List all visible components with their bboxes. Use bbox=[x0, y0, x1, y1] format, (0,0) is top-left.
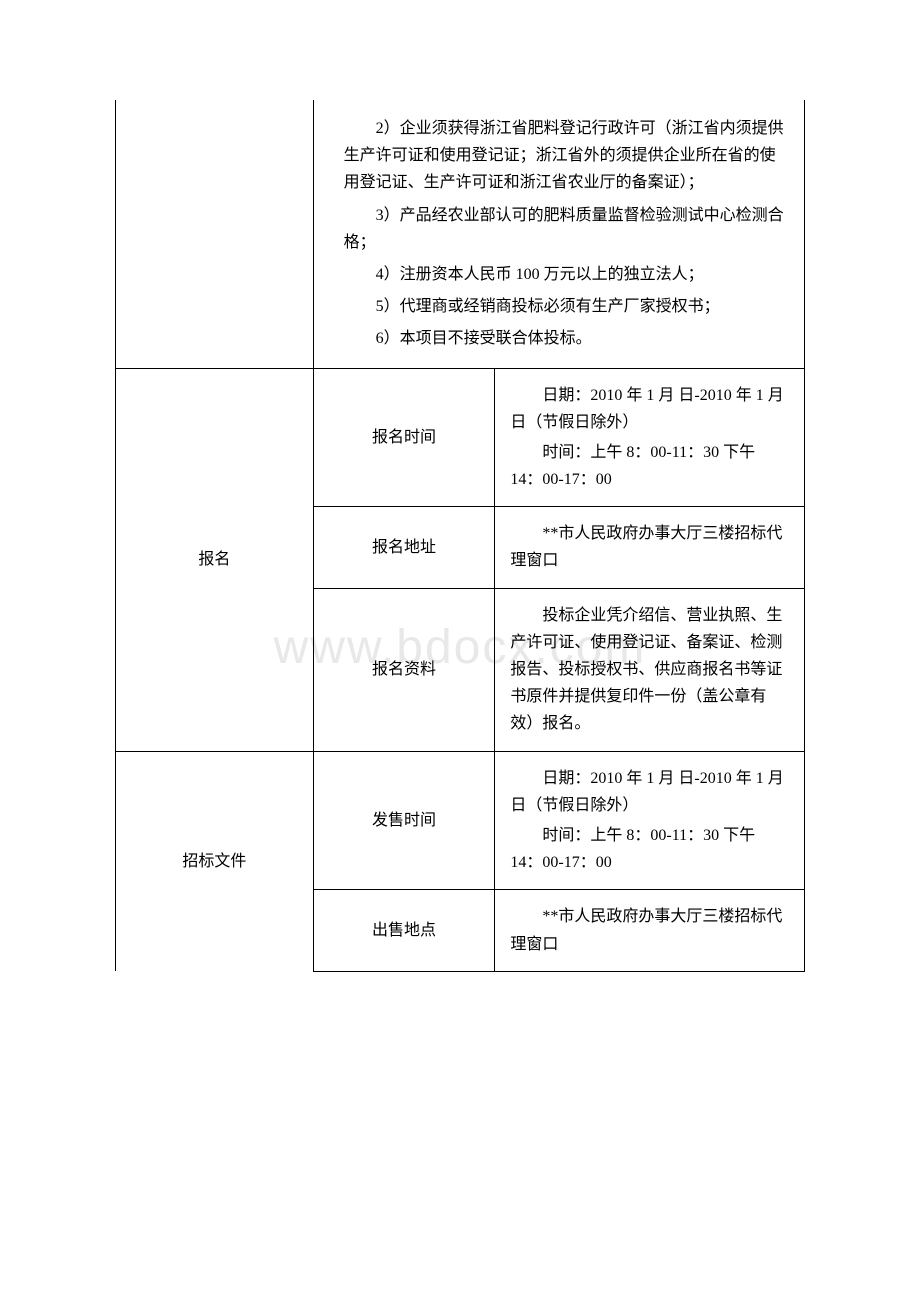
registration-address-value: **市人民政府办事大厅三楼招标代理窗口 bbox=[495, 507, 805, 588]
registration-address-label: 报名地址 bbox=[313, 507, 495, 588]
tender-info-table: 2）企业须获得浙江省肥料登记行政许可（浙江省内须提供生产许可证和使用登记证；浙江… bbox=[115, 100, 805, 972]
sale-time-value: 日期：2010 年 1 月 日-2010 年 1 月 日（节假日除外） 时间：上… bbox=[495, 751, 805, 890]
requirements-content-cell: 2）企业须获得浙江省肥料登记行政许可（浙江省内须提供生产许可证和使用登记证；浙江… bbox=[313, 100, 804, 368]
tender-doc-label-cell: 招标文件 bbox=[116, 751, 314, 971]
requirement-item-3: 3）产品经农业部认可的肥料质量监督检验测试中心检测合格； bbox=[344, 202, 784, 256]
requirement-item-2: 2）企业须获得浙江省肥料登记行政许可（浙江省内须提供生产许可证和使用登记证；浙江… bbox=[344, 115, 784, 197]
registration-label-cell: 报名 bbox=[116, 368, 314, 751]
registration-time-value: 日期：2010 年 1 月 日-2010 年 1 月 日（节假日除外） 时间：上… bbox=[495, 368, 805, 507]
requirement-item-5: 5）代理商或经销商投标必须有生产厂家授权书； bbox=[344, 293, 784, 320]
requirement-item-6: 6）本项目不接受联合体投标。 bbox=[344, 325, 784, 352]
registration-materials-text: 投标企业凭介绍信、营业执照、生产许可证、使用登记证、备案证、检测报告、投标授权书… bbox=[510, 602, 789, 738]
sale-time-label: 发售时间 bbox=[313, 751, 495, 890]
sale-location-value: **市人民政府办事大厅三楼招标代理窗口 bbox=[495, 890, 805, 971]
sale-time-date: 日期：2010 年 1 月 日-2010 年 1 月 日（节假日除外） bbox=[510, 765, 789, 819]
registration-materials-value: 投标企业凭介绍信、营业执照、生产许可证、使用登记证、备案证、检测报告、投标授权书… bbox=[495, 588, 805, 751]
requirements-label-cell bbox=[116, 100, 314, 368]
registration-address-text: **市人民政府办事大厅三楼招标代理窗口 bbox=[510, 520, 789, 574]
sale-location-label: 出售地点 bbox=[313, 890, 495, 971]
sale-location-text: **市人民政府办事大厅三楼招标代理窗口 bbox=[510, 903, 789, 957]
requirement-item-4: 4）注册资本人民币 100 万元以上的独立法人； bbox=[344, 261, 784, 288]
registration-time-hours: 时间：上午 8：00-11：30 下午 14：00-17：00 bbox=[510, 439, 789, 493]
registration-materials-label: 报名资料 bbox=[313, 588, 495, 751]
registration-time-date: 日期：2010 年 1 月 日-2010 年 1 月 日（节假日除外） bbox=[510, 382, 789, 436]
registration-time-label: 报名时间 bbox=[313, 368, 495, 507]
sale-time-hours: 时间：上午 8：00-11：30 下午 14：00-17：00 bbox=[510, 822, 789, 876]
